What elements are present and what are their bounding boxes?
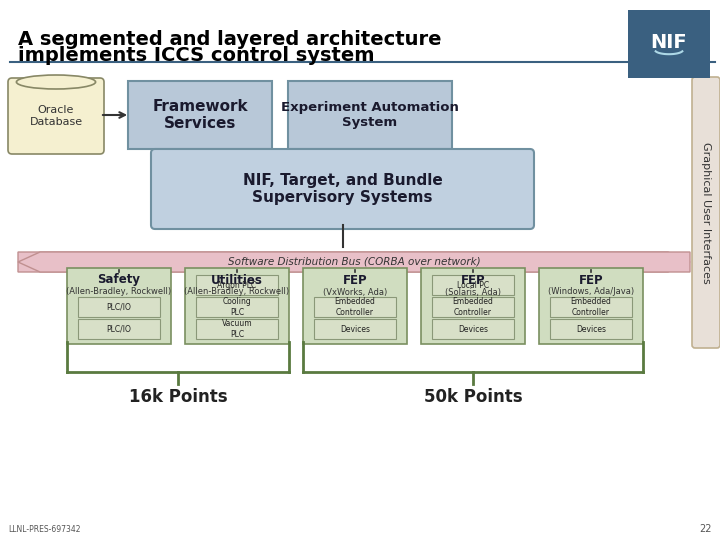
FancyBboxPatch shape: [628, 10, 710, 78]
Text: Experiment Automation
System: Experiment Automation System: [281, 101, 459, 129]
FancyBboxPatch shape: [539, 268, 643, 344]
Text: FEP: FEP: [343, 273, 367, 287]
FancyBboxPatch shape: [432, 297, 514, 317]
Text: (Windows, Ada/Java): (Windows, Ada/Java): [548, 287, 634, 296]
FancyBboxPatch shape: [421, 268, 525, 344]
Ellipse shape: [17, 75, 96, 89]
Text: Devices: Devices: [576, 325, 606, 334]
Text: (Solaris, Ada): (Solaris, Ada): [445, 287, 501, 296]
Text: Embedded
Controller: Embedded Controller: [335, 298, 375, 316]
Text: Argon PLC: Argon PLC: [217, 280, 256, 289]
Text: FEP: FEP: [461, 273, 485, 287]
FancyBboxPatch shape: [288, 81, 452, 149]
FancyBboxPatch shape: [196, 319, 278, 339]
FancyBboxPatch shape: [314, 319, 396, 339]
Text: (VxWorks, Ada): (VxWorks, Ada): [323, 287, 387, 296]
Text: Cooling
PLC: Cooling PLC: [222, 298, 251, 316]
FancyArrow shape: [18, 252, 690, 272]
FancyBboxPatch shape: [692, 77, 720, 348]
FancyBboxPatch shape: [196, 275, 278, 295]
Text: 50k Points: 50k Points: [423, 388, 522, 406]
Text: FEP: FEP: [579, 273, 603, 287]
FancyBboxPatch shape: [67, 268, 171, 344]
Text: Utilities: Utilities: [211, 273, 263, 287]
Text: 16k Points: 16k Points: [129, 388, 228, 406]
FancyBboxPatch shape: [128, 81, 272, 149]
Text: NIF, Target, and Bundle
Supervisory Systems: NIF, Target, and Bundle Supervisory Syst…: [243, 173, 442, 205]
Text: PLC/IO: PLC/IO: [107, 302, 132, 312]
FancyBboxPatch shape: [303, 268, 407, 344]
Text: 22: 22: [700, 524, 712, 534]
Text: Devices: Devices: [458, 325, 488, 334]
Text: NIF: NIF: [651, 33, 688, 52]
Text: Local PC: Local PC: [457, 280, 489, 289]
Text: Vacuum
PLC: Vacuum PLC: [222, 319, 252, 339]
FancyBboxPatch shape: [196, 297, 278, 317]
FancyBboxPatch shape: [78, 319, 160, 339]
Text: Oracle
Database: Oracle Database: [30, 105, 83, 127]
Text: Safety: Safety: [97, 273, 140, 287]
FancyBboxPatch shape: [185, 268, 289, 344]
Text: Embedded
Controller: Embedded Controller: [570, 298, 611, 316]
Text: PLC/IO: PLC/IO: [107, 325, 132, 334]
Text: Software Distribution Bus (CORBA over network): Software Distribution Bus (CORBA over ne…: [228, 256, 480, 267]
FancyArrow shape: [18, 252, 690, 272]
Text: (Allen-Bradley, Rockwell): (Allen-Bradley, Rockwell): [66, 287, 171, 296]
FancyBboxPatch shape: [432, 319, 514, 339]
Text: Embedded
Controller: Embedded Controller: [453, 298, 493, 316]
FancyBboxPatch shape: [550, 297, 632, 317]
FancyBboxPatch shape: [550, 319, 632, 339]
Text: (Allen-Bradley, Rockwell): (Allen-Bradley, Rockwell): [184, 287, 289, 296]
FancyBboxPatch shape: [151, 149, 534, 229]
Text: LLNL-PRES-697342: LLNL-PRES-697342: [8, 525, 81, 534]
Text: A segmented and layered architecture: A segmented and layered architecture: [18, 30, 441, 49]
Text: Framework
Services: Framework Services: [152, 99, 248, 131]
Text: implements ICCS control system: implements ICCS control system: [18, 46, 374, 65]
Text: Graphical User Interfaces: Graphical User Interfaces: [701, 141, 711, 284]
FancyBboxPatch shape: [78, 297, 160, 317]
FancyBboxPatch shape: [314, 297, 396, 317]
FancyBboxPatch shape: [432, 275, 514, 295]
Text: Devices: Devices: [340, 325, 370, 334]
FancyBboxPatch shape: [8, 78, 104, 154]
